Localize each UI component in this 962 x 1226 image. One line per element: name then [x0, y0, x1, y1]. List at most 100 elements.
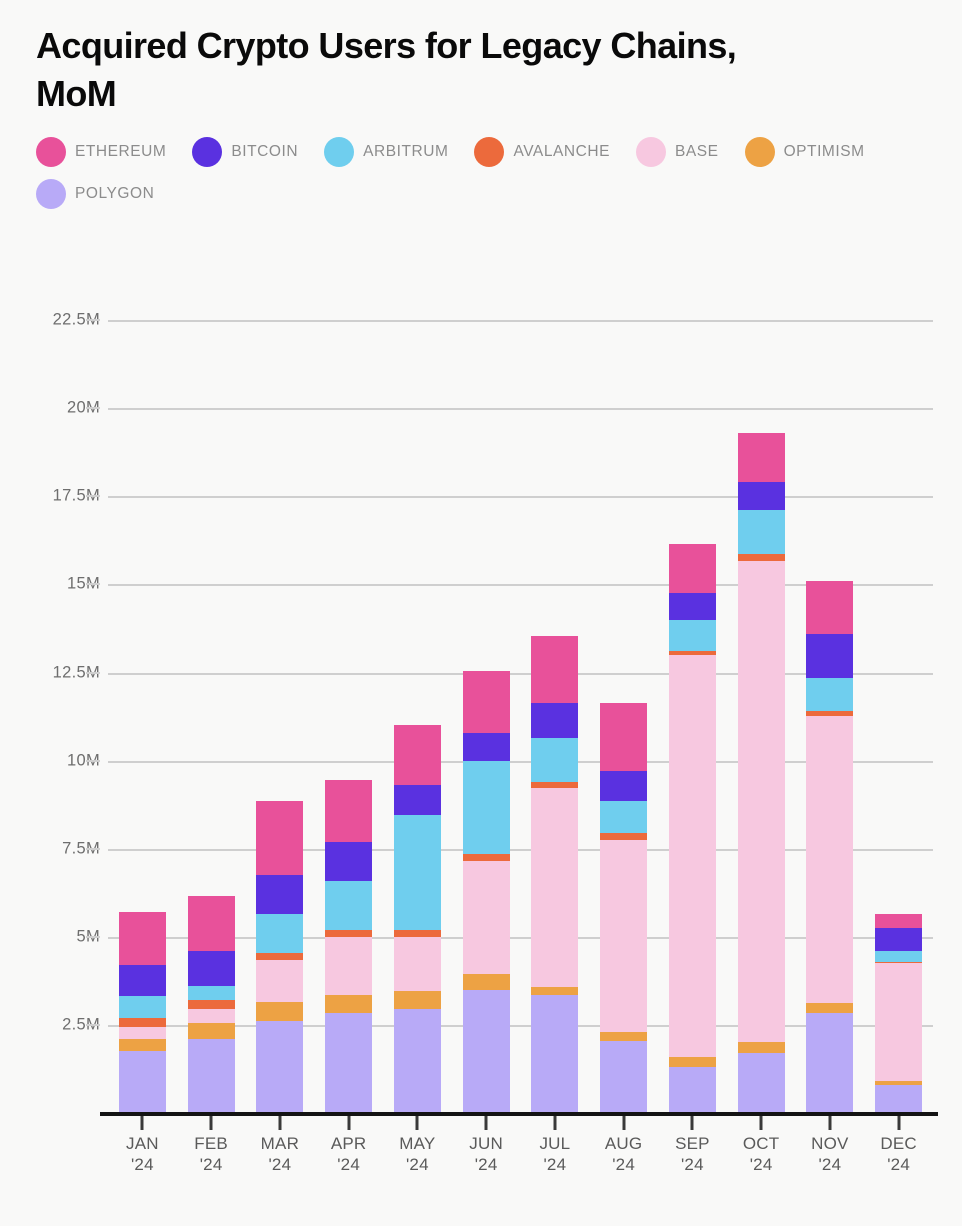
bar-segment-polygon[interactable]	[325, 1012, 373, 1113]
bar-segment-bitcoin[interactable]	[462, 732, 510, 761]
bar-segment-optimism[interactable]	[600, 1031, 648, 1041]
bar-segment-avalanche[interactable]	[325, 929, 373, 937]
bar-segment-bitcoin[interactable]	[875, 928, 923, 951]
bar-segment-arbitrum[interactable]	[325, 880, 373, 930]
bar-segment-arbitrum[interactable]	[393, 815, 441, 930]
bar-segment-base[interactable]	[325, 936, 373, 995]
bar-segment-bitcoin[interactable]	[668, 593, 716, 620]
bar-segment-avalanche[interactable]	[256, 952, 304, 960]
bar-segment-arbitrum[interactable]	[600, 801, 648, 833]
bar-segment-optimism[interactable]	[737, 1041, 785, 1054]
bar-segment-optimism[interactable]	[806, 1002, 854, 1013]
bar-segment-bitcoin[interactable]	[600, 771, 648, 802]
bar-segment-avalanche[interactable]	[118, 1017, 166, 1028]
bar-segment-base[interactable]	[600, 839, 648, 1032]
legend-item-arbitrum[interactable]: ARBITRUM	[324, 136, 448, 168]
bar-segment-optimism[interactable]	[118, 1039, 166, 1052]
bar-segment-ethereum[interactable]	[668, 544, 716, 594]
bar-group-apr[interactable]	[325, 780, 373, 1113]
bar-segment-base[interactable]	[256, 959, 304, 1003]
bar-group-aug[interactable]	[600, 702, 648, 1113]
bar-group-may[interactable]	[393, 725, 441, 1113]
bar-segment-avalanche[interactable]	[462, 854, 510, 862]
bar-segment-avalanche[interactable]	[187, 1000, 235, 1010]
legend-item-base[interactable]: BASE	[636, 136, 719, 168]
bar-segment-arbitrum[interactable]	[668, 619, 716, 652]
bar-segment-base[interactable]	[393, 936, 441, 992]
bar-segment-polygon[interactable]	[737, 1053, 785, 1113]
legend-item-bitcoin[interactable]: BITCOIN	[192, 136, 298, 168]
bar-segment-base[interactable]	[806, 715, 854, 1003]
bar-segment-polygon[interactable]	[806, 1012, 854, 1113]
bar-segment-avalanche[interactable]	[393, 929, 441, 937]
bar-segment-arbitrum[interactable]	[187, 986, 235, 1001]
bar-segment-ethereum[interactable]	[187, 896, 235, 951]
bar-segment-bitcoin[interactable]	[325, 841, 373, 881]
bar-segment-optimism[interactable]	[187, 1023, 235, 1040]
bar-segment-avalanche[interactable]	[806, 711, 854, 716]
bar-segment-ethereum[interactable]	[737, 433, 785, 483]
bar-segment-polygon[interactable]	[600, 1040, 648, 1113]
bar-segment-ethereum[interactable]	[462, 670, 510, 733]
bar-group-dec[interactable]	[875, 914, 923, 1113]
bar-group-sep[interactable]	[668, 544, 716, 1113]
bar-segment-base[interactable]	[531, 788, 579, 988]
bar-segment-optimism[interactable]	[668, 1056, 716, 1068]
bar-segment-arbitrum[interactable]	[118, 996, 166, 1018]
bar-segment-avalanche[interactable]	[875, 961, 923, 964]
bar-segment-ethereum[interactable]	[256, 801, 304, 876]
bar-segment-bitcoin[interactable]	[806, 633, 854, 678]
bar-segment-base[interactable]	[462, 861, 510, 974]
bar-segment-arbitrum[interactable]	[737, 509, 785, 554]
bar-group-jul[interactable]	[531, 635, 579, 1113]
bar-segment-arbitrum[interactable]	[806, 677, 854, 711]
bar-segment-bitcoin[interactable]	[118, 964, 166, 997]
bar-segment-bitcoin[interactable]	[187, 951, 235, 987]
bar-segment-avalanche[interactable]	[737, 553, 785, 561]
bar-segment-avalanche[interactable]	[600, 832, 648, 840]
bar-segment-base[interactable]	[187, 1009, 235, 1024]
bar-group-feb[interactable]	[187, 896, 235, 1113]
bar-segment-bitcoin[interactable]	[393, 785, 441, 816]
bar-segment-polygon[interactable]	[462, 989, 510, 1113]
bar-segment-optimism[interactable]	[531, 987, 579, 995]
bar-segment-base[interactable]	[875, 963, 923, 1082]
bar-segment-polygon[interactable]	[256, 1021, 304, 1113]
bar-segment-ethereum[interactable]	[806, 580, 854, 634]
bar-segment-optimism[interactable]	[325, 994, 373, 1013]
bar-group-oct[interactable]	[737, 433, 785, 1113]
bar-segment-ethereum[interactable]	[531, 635, 579, 703]
bar-segment-polygon[interactable]	[118, 1051, 166, 1113]
bar-segment-avalanche[interactable]	[531, 781, 579, 789]
bar-segment-base[interactable]	[668, 654, 716, 1057]
bar-segment-optimism[interactable]	[393, 991, 441, 1010]
bar-segment-bitcoin[interactable]	[256, 875, 304, 914]
bar-segment-ethereum[interactable]	[325, 780, 373, 842]
bar-segment-base[interactable]	[737, 560, 785, 1042]
bar-segment-polygon[interactable]	[668, 1067, 716, 1113]
bar-segment-optimism[interactable]	[875, 1081, 923, 1085]
legend-item-optimism[interactable]: OPTIMISM	[744, 136, 865, 168]
bar-segment-arbitrum[interactable]	[256, 913, 304, 953]
bar-segment-arbitrum[interactable]	[531, 737, 579, 782]
bar-segment-ethereum[interactable]	[118, 911, 166, 965]
bar-group-mar[interactable]	[256, 801, 304, 1113]
bar-segment-polygon[interactable]	[875, 1084, 923, 1113]
bar-segment-avalanche[interactable]	[668, 651, 716, 655]
bar-group-nov[interactable]	[806, 580, 854, 1113]
legend-item-ethereum[interactable]: ETHEREUM	[36, 136, 166, 168]
bar-segment-base[interactable]	[118, 1027, 166, 1040]
bar-segment-ethereum[interactable]	[875, 914, 923, 929]
bar-segment-arbitrum[interactable]	[875, 950, 923, 962]
bar-segment-optimism[interactable]	[462, 973, 510, 990]
bar-group-jun[interactable]	[462, 670, 510, 1113]
bar-segment-arbitrum[interactable]	[462, 760, 510, 855]
bar-segment-polygon[interactable]	[393, 1009, 441, 1113]
bar-segment-polygon[interactable]	[531, 994, 579, 1113]
bar-segment-bitcoin[interactable]	[737, 482, 785, 510]
bar-segment-polygon[interactable]	[187, 1039, 235, 1113]
bar-segment-optimism[interactable]	[256, 1002, 304, 1022]
bar-segment-ethereum[interactable]	[393, 725, 441, 786]
legend-item-avalanche[interactable]: AVALANCHE	[474, 136, 610, 168]
bar-group-jan[interactable]	[118, 911, 166, 1113]
